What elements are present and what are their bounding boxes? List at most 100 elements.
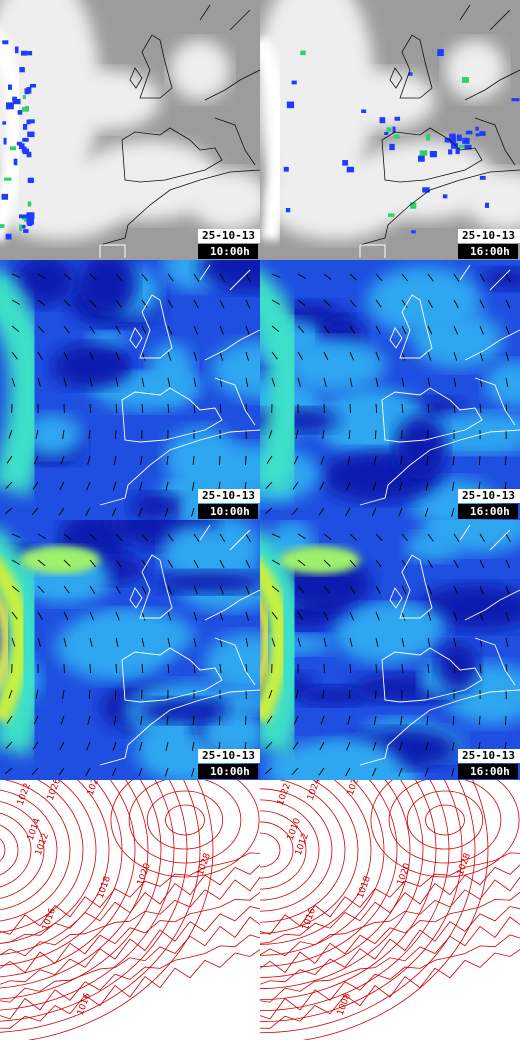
wind-arrow [323,273,332,280]
wind-arrow [479,351,484,361]
precip [28,119,35,124]
isobar [260,852,520,935]
wind-arrow [31,507,39,516]
wind-field [484,360,520,408]
wind-arrow [219,273,226,282]
jet-core [260,596,272,691]
wind-arrow [167,585,173,595]
wind-arrow [111,507,117,517]
wind-arrow [192,715,195,726]
coastline [359,4,520,246]
wind-arrow [58,767,65,776]
map-panel: 25-10-13 10:00h [0,260,260,520]
wind-arrow [89,663,92,674]
wind-arrow [8,429,13,439]
wind-arrow [349,273,357,281]
wind-arrow [451,767,455,777]
precip [27,131,35,138]
date-box [198,749,260,763]
wind-arrow [323,377,327,387]
wind-arrow [453,585,458,595]
wind-arrow [4,507,13,515]
wind-arrow [427,533,434,542]
wind-arrow [505,611,509,621]
isobar [260,780,359,934]
isobar [0,780,84,933]
precip [7,84,13,90]
precip [286,101,295,109]
wind-arrow [245,403,248,413]
isobar [0,780,97,944]
date-label: 25-10-13 [202,749,255,762]
wind-arrow [292,481,299,490]
cloud [170,40,230,100]
date-box [458,229,520,243]
wind-arrow [167,403,170,414]
wind-arrow [453,611,458,621]
wind-arrow [401,611,406,621]
precip [26,151,32,158]
wind-arrow [479,325,484,335]
wind-arrow [375,585,381,595]
date-label: 25-10-13 [462,229,515,242]
wind-arrow [219,403,222,413]
wind-arrow [323,533,332,540]
isobar [260,906,520,985]
wind-arrow [89,273,97,281]
wind-arrow [349,663,352,674]
isobar [260,821,294,879]
isobar [0,876,260,957]
precip [3,177,12,181]
wind-arrow [89,611,94,621]
wind-arrow [89,377,93,387]
wind-arrow [63,325,70,334]
isobar [110,780,260,878]
cloud [260,0,375,210]
wind-arrow [141,273,148,282]
wind-arrow [115,351,120,361]
wind-arrow [398,507,403,517]
wind-arrow [115,611,120,621]
wind-arrow [374,689,377,700]
wind-field [198,260,260,292]
wind-arrow [138,767,143,777]
map-panel: 25-10-13 16:00h [260,260,520,520]
date-label: 25-10-13 [462,489,515,502]
wind-arrow [89,533,97,541]
wind-arrow [167,637,171,647]
precip [23,215,28,222]
wind-arrow [219,611,224,621]
wind-arrow [264,767,273,775]
wind-arrow [112,741,117,751]
wind-arrow [166,715,169,725]
wind-arrow [115,377,119,387]
precip [2,40,9,45]
frame-mark [99,244,126,258]
isobar [260,780,385,956]
isobar [165,804,205,836]
precip [9,146,17,151]
wind-arrow [297,377,301,387]
wind-arrow [60,715,65,725]
isobar [0,838,6,862]
wind-arrow [375,611,380,621]
time-box [198,504,258,519]
wind-arrow [115,585,121,595]
wind-field [292,685,371,706]
isobar [260,780,372,945]
precip [475,126,479,131]
wind-arrow [141,403,144,414]
wind-arrow [167,299,173,308]
wind-arrow [219,351,224,361]
precip [456,134,462,142]
wind-arrow [58,507,65,516]
precip [394,134,400,139]
precip [22,107,29,112]
date-label: 25-10-13 [462,749,515,762]
wind-arrow [453,663,456,673]
wind-arrow [114,429,117,440]
wind-arrow [319,741,325,751]
wind-arrow [11,533,21,538]
wind-field [394,415,448,480]
wind-arrow [398,767,403,777]
